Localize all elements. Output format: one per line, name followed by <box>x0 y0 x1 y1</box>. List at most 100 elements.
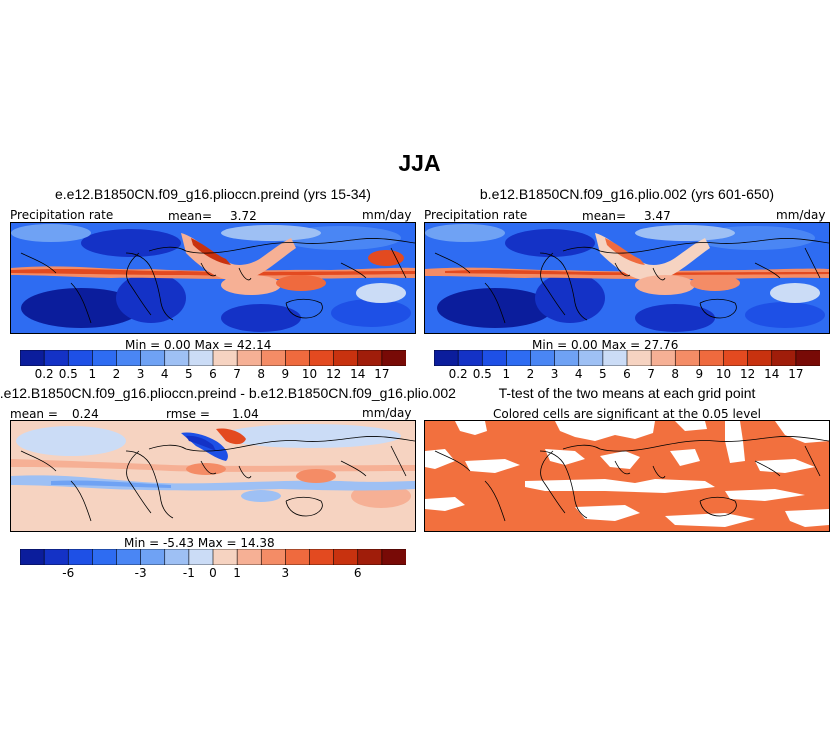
colorbar-box <box>212 350 238 366</box>
colorbar-box <box>771 350 797 366</box>
colorbar-box <box>285 549 311 565</box>
panel-1-mean-value: 3.72 <box>230 209 257 223</box>
colorbar-box <box>554 350 580 366</box>
panel-3-units: mm/day <box>362 406 412 420</box>
colorbar-box <box>578 350 604 366</box>
panel-3-title: e.e12.B1850CN.f09_g16.plioccn.preind - b… <box>0 385 456 401</box>
panel-3-map <box>10 420 416 532</box>
colorbar-tick-label: 6 <box>623 367 631 381</box>
colorbar-tick-label: 9 <box>281 367 290 381</box>
colorbar-tick-label: 9 <box>695 367 704 381</box>
colorbar-box <box>188 549 214 565</box>
colorbar-box <box>333 549 359 565</box>
colorbar-tick-label: 12 <box>325 367 342 381</box>
colorbar-tick-label: 8 <box>671 367 680 381</box>
colorbar-box <box>212 549 238 565</box>
panel-2-colorbar-boxes <box>434 350 820 366</box>
panel-3-colorbar <box>20 549 406 565</box>
colorbar-box <box>674 350 700 366</box>
colorbar-box <box>434 350 459 366</box>
panel-3-minmax: Min = -5.43 Max = 14.38 <box>124 536 275 550</box>
colorbar-box <box>236 350 262 366</box>
colorbar-tick-label: 0.5 <box>58 367 78 381</box>
colorbar-box <box>381 350 406 366</box>
colorbar-box <box>285 350 311 366</box>
panel-3-mean-label: mean = <box>10 407 58 421</box>
colorbar-tick-label: 0.2 <box>34 367 54 381</box>
colorbar-box <box>43 549 69 565</box>
colorbar-box <box>357 350 383 366</box>
colorbar-box <box>309 549 335 565</box>
colorbar-tick-label: 3 <box>281 566 290 580</box>
panel-3-colorbar-labels: -6 -3 -1 0 1 3 6 <box>20 565 406 581</box>
colorbar-box <box>747 350 773 366</box>
panel-3-rmse-value: 1.04 <box>232 407 259 421</box>
panel-2-colorbar-labels: 0.2 0.5 1 2 3 4 5 6 7 8 9 10 12 14 17 <box>434 366 820 382</box>
panel-2-variable-label: Precipitation rate <box>424 208 528 222</box>
colorbar-tick-label: 6 <box>209 367 217 381</box>
colorbar-tick-label: 3 <box>136 367 145 381</box>
panel-4-map <box>424 420 830 532</box>
colorbar-box <box>43 350 69 366</box>
colorbar-tick-label: 6 <box>353 566 362 580</box>
colorbar-tick-label: 10 <box>301 367 318 381</box>
panel-4-title: T-test of the two means at each grid poi… <box>498 385 756 401</box>
colorbar-box <box>67 549 93 565</box>
colorbar-tick-label: 7 <box>647 367 655 381</box>
colorbar-box <box>795 350 820 366</box>
colorbar-tick-label: 3 <box>550 367 559 381</box>
colorbar-box <box>92 549 118 565</box>
colorbar-tick-label: 17 <box>788 367 804 381</box>
panel-2-title: b.e12.B1850CN.f09_g16.plio.002 (yrs 601-… <box>479 186 775 202</box>
colorbar-box <box>140 350 166 366</box>
colorbar-tick-label: 10 <box>715 367 732 381</box>
colorbar-tick-label: 17 <box>374 367 390 381</box>
colorbar-box <box>260 350 286 366</box>
colorbar-tick-label: 1 <box>502 367 511 381</box>
colorbar-box <box>381 549 406 565</box>
panel-1-colorbar <box>20 350 406 366</box>
colorbar-tick-label: 5 <box>599 367 607 381</box>
panel-1-colorbar-labels: 0.2 0.5 1 2 3 4 5 6 7 8 9 10 12 14 17 <box>20 366 406 382</box>
colorbar-box <box>116 350 142 366</box>
colorbar-box <box>457 350 483 366</box>
panel-1-variable-label: Precipitation rate <box>10 208 114 222</box>
colorbar-box <box>188 350 214 366</box>
colorbar-box <box>164 350 190 366</box>
colorbar-tick-label: 14 <box>764 367 780 381</box>
colorbar-box <box>357 549 383 565</box>
panel-1-map <box>10 222 416 334</box>
colorbar-tick-label: 0.5 <box>472 367 492 381</box>
panel-3-rmse-label: rmse = <box>166 407 210 421</box>
panel-1-colorbar-boxes <box>20 350 406 366</box>
colorbar-box <box>506 350 532 366</box>
figure-title: JJA <box>398 150 441 176</box>
colorbar-box <box>20 549 45 565</box>
panel-1-title: e.e12.B1850CN.f09_g16.plioccn.preind (yr… <box>55 186 371 202</box>
colorbar-box <box>650 350 676 366</box>
colorbar-tick-label: -6 <box>62 566 75 580</box>
panel-1-minmax: Min = 0.00 Max = 42.14 <box>125 338 272 352</box>
colorbar-tick-label: 14 <box>350 367 366 381</box>
colorbar-tick-label: 4 <box>160 367 169 381</box>
panel-2-map <box>424 222 830 334</box>
colorbar-tick-label: 4 <box>574 367 583 381</box>
panel-1-mean-label: mean= <box>168 209 213 223</box>
colorbar-box <box>530 350 556 366</box>
colorbar-box <box>309 350 335 366</box>
colorbar-tick-label: 12 <box>739 367 756 381</box>
colorbar-box <box>602 350 628 366</box>
colorbar-box <box>92 350 118 366</box>
colorbar-tick-label: -1 <box>182 566 195 580</box>
panel-2-mean-label: mean= <box>582 209 627 223</box>
panel-2-precip-field <box>425 223 829 333</box>
panel-2-mean-value: 3.47 <box>644 209 671 223</box>
colorbar-box <box>236 549 262 565</box>
panel-4-subtitle: Colored cells are significant at the 0.0… <box>492 407 762 421</box>
colorbar-box <box>260 549 286 565</box>
colorbar-box <box>626 350 652 366</box>
colorbar-box <box>140 549 166 565</box>
colorbar-box <box>164 549 190 565</box>
colorbar-box <box>481 350 507 366</box>
panel-1-precip-field <box>11 223 415 333</box>
